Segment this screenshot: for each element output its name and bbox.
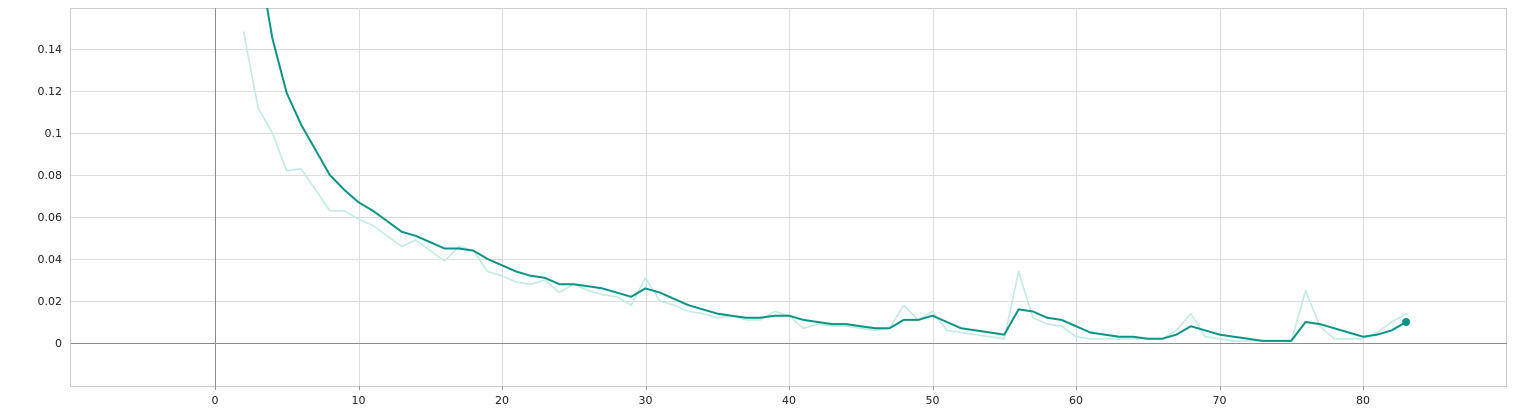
x-tick-label: 20 [495,394,509,407]
x-tick-label: 40 [782,394,796,407]
series-layer [242,8,1411,342]
x-tick-label: 10 [352,394,366,407]
grid-layer [71,8,1507,386]
y-tick-label: 0 [55,337,62,350]
last-point-marker[interactable] [1402,318,1411,326]
raw-series-line [242,31,1407,342]
x-tick-label: 50 [926,394,940,407]
x-tick-label: 70 [1213,394,1227,407]
y-tick-label: 0.06 [38,211,63,224]
y-tick-label: 0.14 [38,43,63,56]
x-axis-tick-labels: 0 10 20 30 40 50 60 70 80 [212,394,1371,407]
y-axis-tick-labels: 0 0.02 0.04 0.06 0.08 0.1 0.12 0.14 [38,43,63,350]
plot-frame [70,8,1507,387]
x-tick-label: 0 [212,394,219,407]
smoothed-series-line [266,8,1408,342]
y-tick-label: 0.02 [38,295,63,308]
y-tick-label: 0.04 [38,253,63,266]
x-tick-label: 60 [1069,394,1083,407]
x-tick-label: 80 [1356,394,1370,407]
y-tick-label: 0.1 [45,127,63,140]
y-tick-label: 0.08 [38,169,63,182]
axis-layer [71,8,1507,390]
y-tick-label: 0.12 [38,85,63,98]
x-tick-label: 30 [639,394,653,407]
